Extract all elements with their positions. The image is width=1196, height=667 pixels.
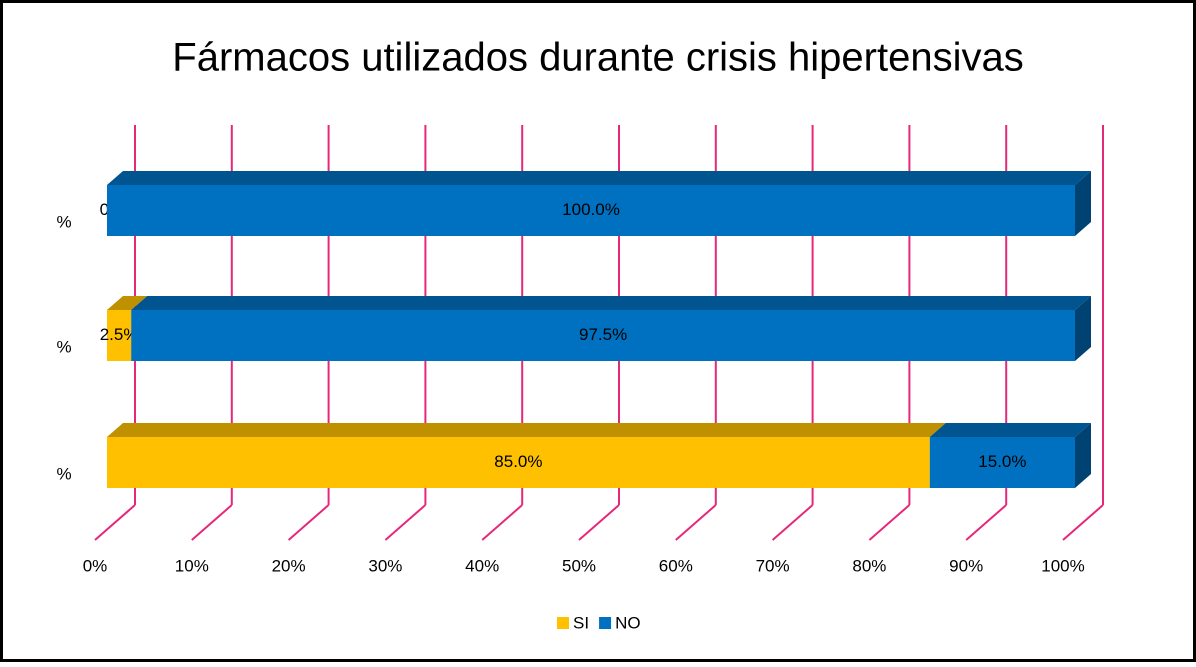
bar-top (131, 296, 1091, 310)
y-tick-label: % (56, 337, 71, 356)
bar-top (107, 171, 1091, 185)
grid-floor-line (481, 504, 523, 541)
bar (131, 310, 1075, 361)
grid-floor-line (191, 504, 233, 541)
y-tick-label: % (56, 464, 71, 483)
x-tick-label: 40% (465, 556, 499, 575)
data-label: 100.0% (562, 200, 620, 219)
x-tick-label: 60% (659, 556, 693, 575)
x-tick-label: 70% (756, 556, 790, 575)
data-label: 15.0% (978, 452, 1026, 471)
grid-floor-line (771, 504, 814, 541)
legend-swatch (557, 617, 569, 629)
chart-title: Fármacos utilizados durante crisis hiper… (172, 36, 1023, 80)
bar (107, 310, 132, 361)
bar-side (1075, 296, 1091, 361)
y-tick-label: % (56, 212, 71, 231)
legend-label: NO (615, 613, 641, 632)
x-tick-label: 0% (83, 556, 108, 575)
x-tick-label: 100% (1041, 556, 1084, 575)
legend-swatch (599, 617, 612, 629)
x-tick-label: 50% (562, 556, 596, 575)
data-label: 2.5% (100, 325, 139, 344)
grid-floor-line (868, 504, 911, 541)
grid-floor-line (1062, 504, 1104, 541)
bar-top (929, 423, 1091, 437)
bar (929, 437, 1075, 488)
x-tick-label: 30% (368, 556, 402, 575)
bar-top (107, 296, 148, 310)
bar-side (1075, 171, 1091, 236)
bar (107, 185, 1075, 236)
grid-floor-line (94, 504, 136, 541)
data-label: 97.5% (579, 325, 627, 344)
x-tick-label: 20% (272, 556, 306, 575)
grid-floor-line (384, 504, 427, 541)
grid-floor-line (675, 504, 717, 541)
data-label: 85.0% (494, 452, 542, 471)
grid-floor-line (578, 504, 620, 541)
legend-label: SI (573, 613, 589, 632)
bar (107, 437, 930, 488)
grid-floor-line (287, 504, 330, 541)
grid-floor-line (965, 504, 1007, 541)
x-tick-label: 10% (175, 556, 209, 575)
bar-top (107, 423, 946, 437)
x-tick-label: 90% (949, 556, 983, 575)
bar-side (1075, 423, 1091, 488)
x-tick-label: 80% (852, 556, 886, 575)
